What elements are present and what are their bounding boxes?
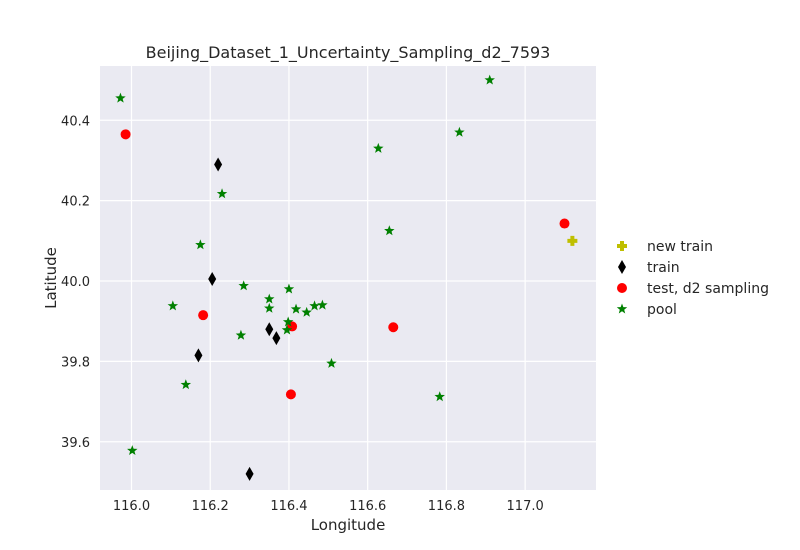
new-train-point (567, 235, 578, 246)
y-tick-label: 40.2 (61, 195, 90, 210)
y-tick-label: 39.6 (61, 436, 90, 451)
pool-point (283, 283, 295, 294)
pool-point (195, 239, 206, 250)
test-d2-sampling-point (285, 389, 296, 400)
legend-label-new-train: new train (647, 239, 713, 255)
x-tick-label: 116.4 (270, 499, 307, 514)
pool-point (216, 188, 228, 199)
test-d2-sampling-point (198, 310, 209, 321)
chart-title: Beijing_Dataset_1_Uncertainty_Sampling_d… (146, 43, 551, 63)
pool-point (309, 300, 320, 311)
train-point (194, 348, 203, 363)
y-tick-label: 39.8 (61, 355, 90, 370)
train-point (245, 466, 254, 481)
train-point (214, 157, 223, 172)
legend-label-pool: pool (647, 302, 677, 318)
legend-marker-test-d2-sampling (617, 283, 627, 293)
pool-point (282, 316, 294, 327)
train-point (208, 272, 217, 287)
pool-point (235, 329, 247, 340)
pool-point (434, 391, 445, 402)
pool-point (373, 142, 384, 153)
pool-point (180, 379, 192, 390)
legend-marker-train (618, 260, 626, 274)
pool-point (326, 357, 337, 368)
pool-point (484, 74, 495, 85)
x-axis-label: Longitude (311, 516, 386, 534)
y-tick-label: 40.4 (61, 114, 90, 129)
legend-marker-new-train (617, 241, 627, 251)
x-tick-label: 116.0 (113, 499, 150, 514)
train-point (265, 322, 274, 337)
pool-point (127, 445, 138, 456)
pool-point (238, 280, 249, 291)
y-axis-label: Latitude (42, 247, 60, 309)
test-d2-sampling-point (559, 218, 570, 229)
pool-point (384, 225, 395, 236)
pool-point (264, 302, 275, 313)
legend-label-train: train (647, 260, 680, 276)
legend: new train train test, d2 sampling pool (616, 239, 769, 318)
y-tick-label: 40.0 (61, 275, 90, 290)
x-tick-labels: 116.0 116.2 116.4 116.6 116.8 117.0 (113, 499, 544, 514)
pool-point (317, 299, 328, 310)
pool-point (281, 324, 293, 335)
x-tick-label: 116.8 (428, 499, 465, 514)
pool-point (290, 303, 302, 314)
x-tick-label: 116.6 (349, 499, 386, 514)
test-d2-sampling-point (120, 129, 131, 140)
data-points (115, 74, 578, 481)
legend-label-test-d2-sampling: test, d2 sampling (647, 281, 769, 297)
legend-marker-pool (616, 303, 628, 314)
train-point (272, 331, 281, 346)
pool-point (301, 306, 312, 317)
test-d2-sampling-point (388, 322, 399, 333)
pool-point (167, 300, 179, 311)
x-tick-label: 117.0 (507, 499, 544, 514)
x-tick-label: 116.2 (192, 499, 229, 514)
pool-point (454, 126, 465, 137)
grid-lines (100, 66, 596, 490)
plot-area (100, 66, 596, 490)
pool-point (115, 92, 126, 103)
y-tick-labels: 39.6 39.8 40.0 40.2 40.4 (61, 114, 90, 451)
pool-point (264, 293, 275, 304)
